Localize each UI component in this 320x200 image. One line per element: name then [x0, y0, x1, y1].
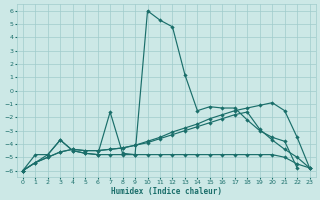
X-axis label: Humidex (Indice chaleur): Humidex (Indice chaleur)	[111, 187, 222, 196]
